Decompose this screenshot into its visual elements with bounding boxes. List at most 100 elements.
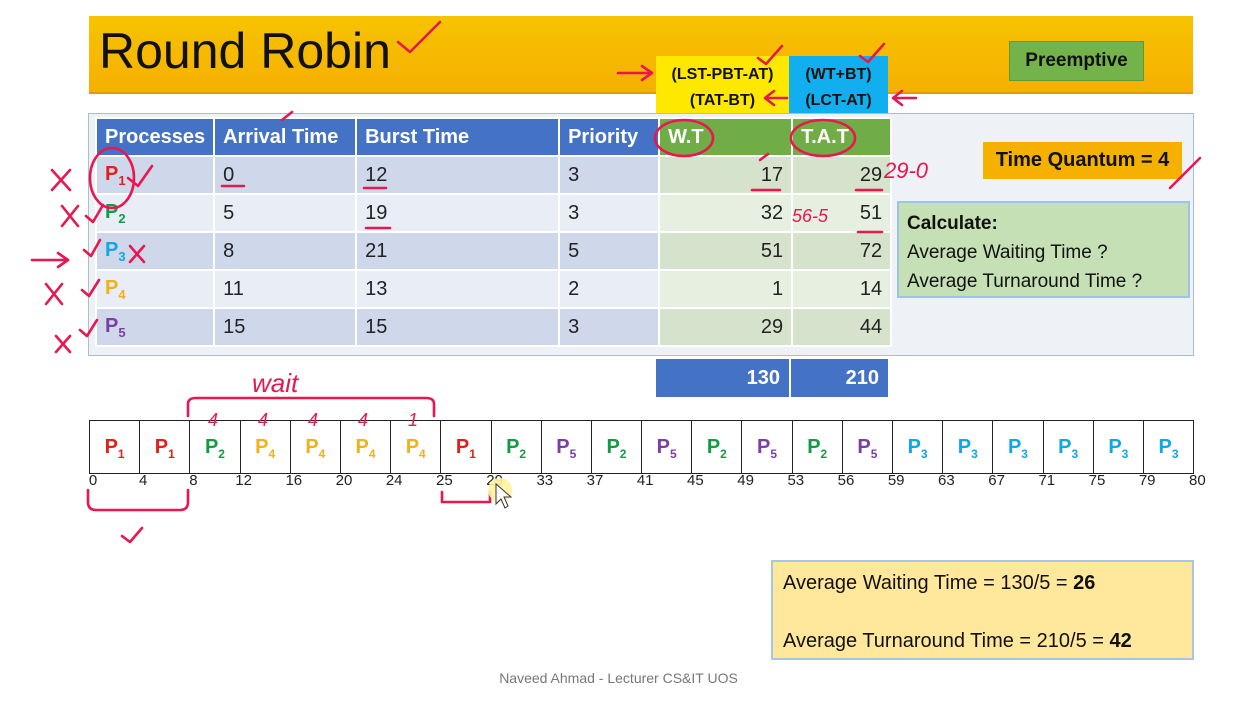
gantt-time-label: 12 — [235, 472, 252, 489]
priority-cell: 3 — [558, 307, 661, 347]
tat-cell: 14 — [791, 269, 893, 309]
process-label: P1 — [105, 162, 126, 188]
process-table: Processes Arrival Time Burst Time Priori… — [94, 117, 893, 347]
table-row-p2: P2 5 19 3 32 51 — [94, 193, 893, 233]
process-name: P4 — [94, 269, 216, 309]
calculate-title: Calculate: — [907, 213, 998, 234]
burst-cell: 19 — [355, 193, 561, 233]
page-title: Round Robin — [99, 23, 391, 79]
p4-x-mark — [44, 282, 64, 306]
gantt-time-label: 53 — [787, 472, 805, 489]
gantt-cell: P1 — [90, 421, 141, 473]
wt-formula-box: (LST-PBT-AT) (TAT-BT) — [656, 56, 789, 116]
wt-cell: 29 — [658, 307, 794, 347]
calculate-line-1: Average Waiting Time ? — [907, 242, 1108, 263]
averages-box: Average Waiting Time = 130/5 = 26 Averag… — [771, 560, 1194, 660]
calculate-box: Calculate: Average Waiting Time ? Averag… — [897, 201, 1190, 298]
table-row-p3: P3 8 21 5 51 72 — [94, 231, 893, 271]
tat-cell: 44 — [791, 307, 893, 347]
arrival-cell: 0 — [213, 155, 358, 195]
col-turnaround-time: T.A.T — [791, 117, 893, 157]
gantt-cell: P2 — [692, 421, 743, 473]
gantt-cell: P4 — [291, 421, 341, 473]
gantt-time-label: 33 — [536, 472, 554, 489]
gantt-cell: P3 — [1144, 421, 1195, 473]
total-turnaround-time: 210 — [791, 359, 888, 397]
gantt-time-label: 59 — [887, 472, 905, 489]
col-priority: Priority — [558, 117, 661, 157]
gantt-cell: P3 — [1094, 421, 1144, 473]
gantt-cell: P3 — [993, 421, 1044, 473]
process-label: P5 — [105, 314, 126, 340]
p1-x-mark — [50, 168, 72, 192]
gantt-cell: P2 — [592, 421, 643, 473]
wait-brace — [186, 396, 436, 418]
gantt-time-label: 41 — [636, 472, 654, 489]
gantt-time-label: 67 — [988, 472, 1005, 489]
tat-formula-line-1: (WT+BT) — [805, 66, 872, 83]
tat-cell: 72 — [791, 231, 893, 271]
gantt-time-label: 45 — [687, 472, 704, 489]
gantt-time-label: 63 — [938, 472, 955, 489]
tat-cell: 51 — [791, 193, 893, 233]
gantt-cell: P5 — [542, 421, 592, 473]
tat-cell: 29 — [791, 155, 893, 195]
table-row-p5: P5 15 15 3 29 44 — [94, 307, 893, 347]
gantt-cell: P2 — [793, 421, 843, 473]
tat-formula-line-2: (LCT-AT) — [805, 92, 872, 109]
wt-cell: 32 — [658, 193, 794, 233]
arrival-cell: 11 — [213, 269, 358, 309]
gantt-cell: P5 — [843, 421, 893, 473]
time-quantum-badge: Time Quantum = 4 — [983, 142, 1182, 179]
gantt-cell: P3 — [943, 421, 994, 473]
gantt-time-label: 16 — [285, 472, 303, 489]
gantt-chart: P1 P1 P2 P4 P4 P4 P4 P1 P2 P5 P2 P5 P2 P5 P2 P5 P3 P3 P3 P3… — [89, 420, 1195, 474]
gantt-cell: P2 — [190, 421, 241, 473]
priority-cell: 5 — [558, 231, 661, 271]
wt-cell: 51 — [658, 231, 794, 271]
bottom-check — [120, 526, 144, 544]
gantt-cell: P2 — [492, 421, 542, 473]
process-label: P3 — [105, 238, 126, 264]
gantt-cell: P5 — [742, 421, 793, 473]
gantt-time-axis: 0 4 8 12 16 20 24 25 29 33 37 41 45 49 53 56 59 63 67 71 75 7… — [0, 472, 1237, 494]
burst-cell: 15 — [355, 307, 561, 347]
burst-cell: 21 — [355, 231, 561, 271]
process-label: P2 — [105, 200, 126, 226]
process-name: P5 — [94, 307, 216, 347]
burst-cell: 13 — [355, 269, 561, 309]
wait-annotation: wait — [252, 368, 300, 398]
process-name: P3 — [94, 231, 216, 271]
gantt-time-label: 49 — [737, 472, 754, 489]
average-turnaround-value: 42 — [1109, 630, 1132, 652]
burst-cell: 12 — [355, 155, 561, 195]
col-burst-time: Burst Time — [355, 117, 561, 157]
tat-formula-box: (WT+BT) (LCT-AT) — [789, 56, 888, 116]
process-name: P1 — [94, 155, 216, 195]
table-row-p4: P4 11 13 2 1 14 — [94, 269, 893, 309]
wt-cell: 1 — [658, 269, 794, 309]
p3-arrow — [30, 251, 70, 269]
preemptive-badge: Preemptive — [1009, 41, 1144, 81]
gantt-cell: P4 — [391, 421, 442, 473]
gantt-time-label: 24 — [385, 472, 403, 489]
average-waiting-label: Average Waiting Time = 130/5 = — [783, 572, 1074, 594]
average-turnaround-label: Average Turnaround Time = 210/5 = — [783, 630, 1110, 652]
gantt-time-label: 79 — [1138, 472, 1156, 489]
gantt-time-label: 75 — [1088, 472, 1106, 489]
gantt-time-label: 71 — [1038, 472, 1056, 489]
p5-x-mark — [54, 334, 72, 354]
process-label: P4 — [105, 276, 126, 302]
gantt-time-label: 25 — [436, 472, 453, 489]
arrival-cell: 5 — [213, 193, 358, 233]
gantt-time-label: 8 — [189, 472, 198, 489]
col-processes: Processes — [94, 117, 216, 157]
calculate-line-2: Average Turnaround Time ? — [907, 271, 1143, 292]
gantt-cell: P1 — [441, 421, 492, 473]
gantt-time-label: 56 — [837, 472, 855, 489]
gantt-time-label: 0 — [88, 472, 98, 489]
table-header-row: Processes Arrival Time Burst Time Priori… — [94, 117, 893, 157]
priority-cell: 3 — [558, 155, 661, 195]
average-waiting-line: Average Waiting Time = 130/5 = 26 — [783, 568, 1182, 598]
wt-formula-line-2: (TAT-BT) — [689, 92, 756, 109]
